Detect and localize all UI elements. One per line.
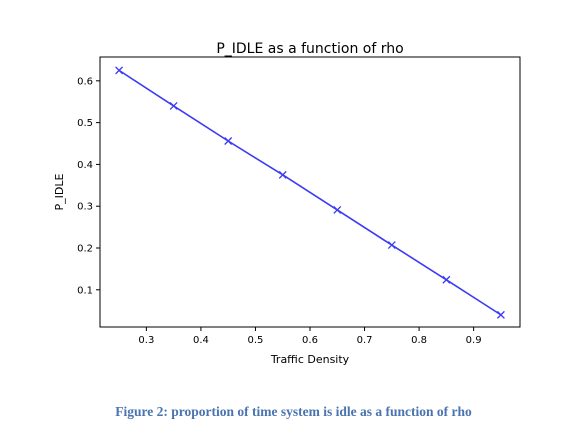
data-point-marker xyxy=(333,206,342,214)
y-tick-label: 0.2 xyxy=(77,244,93,255)
x-tick-label: 0.5 xyxy=(248,335,264,346)
y-axis-label: P_IDLE xyxy=(53,173,66,210)
data-point-marker xyxy=(496,310,505,319)
y-tick-label: 0.4 xyxy=(77,160,93,171)
x-tick-label: 0.9 xyxy=(466,335,482,346)
data-point-marker xyxy=(224,137,233,145)
y-tick-label: 0.3 xyxy=(77,202,93,213)
y-axis: 0.1 0.2 0.3 0.4 0.5 0.6 xyxy=(77,76,100,296)
x-tick-label: 0.7 xyxy=(357,335,373,346)
chart-title: P_IDLE as a function of rho xyxy=(216,41,403,57)
y-tick-label: 0.5 xyxy=(77,118,93,129)
y-tick-label: 0.6 xyxy=(77,76,93,87)
series-line xyxy=(118,69,502,316)
x-tick-label: 0.3 xyxy=(138,335,154,346)
x-axis-label: Traffic Density xyxy=(270,353,350,366)
x-axis: 0.3 0.4 0.5 0.6 0.7 0.8 0.9 xyxy=(138,327,482,346)
data-point-marker xyxy=(115,66,124,75)
data-point-marker xyxy=(169,101,178,110)
x-tick-label: 0.8 xyxy=(411,335,427,346)
figure-caption: Figure 2: proportion of time system is i… xyxy=(115,404,472,419)
data-point-marker xyxy=(278,170,287,179)
x-tick-label: 0.4 xyxy=(193,335,209,346)
y-tick-label: 0.1 xyxy=(77,285,93,296)
series-layer xyxy=(115,66,505,319)
data-point-marker xyxy=(387,241,396,250)
data-point-marker xyxy=(442,275,451,284)
x-tick-label: 0.6 xyxy=(302,335,318,346)
